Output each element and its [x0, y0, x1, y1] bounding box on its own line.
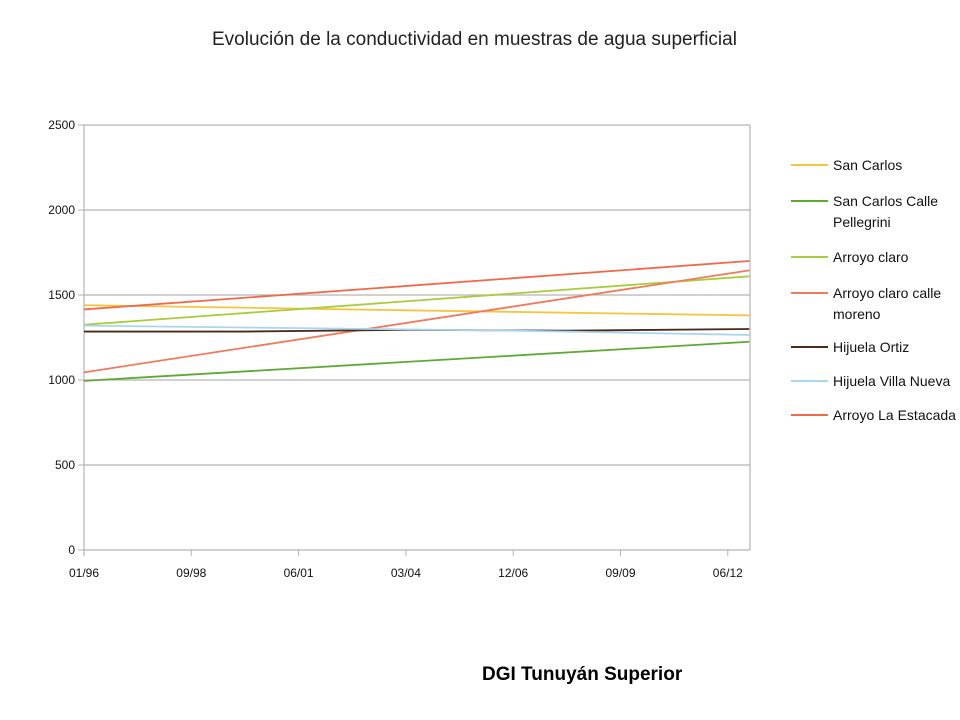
- x-tick-label: 12/06: [498, 566, 528, 580]
- footer-credit: DGI Tunuyán Superior: [482, 664, 683, 685]
- x-tick-label: 03/04: [391, 566, 421, 580]
- y-tick-label: 1000: [48, 373, 75, 387]
- x-tick-label: 06/01: [284, 566, 314, 580]
- legend-label: Arroyo claro calle: [833, 285, 941, 301]
- series-line-2: [83, 340, 750, 382]
- y-tick-label: 1500: [48, 288, 75, 302]
- series-line-6: [83, 324, 750, 336]
- series-line-1: [83, 304, 750, 317]
- y-tick-label: 2500: [48, 118, 75, 132]
- legend-label: Hijuela Ortiz: [833, 339, 909, 355]
- axes: 0 500 1000 1500 2000 2500 01/96 09/98 06/01 03/04…: [48, 118, 751, 580]
- y-tick-label: 2000: [48, 203, 75, 217]
- y-tick-label: 500: [55, 458, 75, 472]
- x-tick-label: 06/12: [713, 566, 743, 580]
- series-line-7: [83, 260, 750, 311]
- legend-label: moreno: [833, 306, 881, 322]
- x-tick-label: 09/09: [605, 566, 635, 580]
- x-tick-label: 09/98: [176, 566, 206, 580]
- legend-label: San Carlos Calle: [833, 193, 938, 209]
- series-lines: [83, 260, 750, 382]
- legend-label: Arroyo claro: [833, 249, 909, 265]
- legend-label: Arroyo La Estacada: [833, 407, 956, 423]
- x-tick-label: 01/96: [69, 566, 99, 580]
- chart-title: Evolución de la conductividad en muestra…: [212, 29, 737, 50]
- y-tick-label: 0: [68, 543, 75, 557]
- legend-label: Hijuela Villa Nueva: [833, 373, 950, 389]
- legend-label: Pellegrini: [833, 214, 891, 230]
- series-line-3: [83, 275, 750, 326]
- legend: San Carlos San Carlos Calle Pellegrini Arro…: [791, 157, 956, 423]
- series-line-4: [83, 269, 750, 374]
- grid-lines: [84, 124, 750, 551]
- legend-label: San Carlos: [833, 157, 902, 173]
